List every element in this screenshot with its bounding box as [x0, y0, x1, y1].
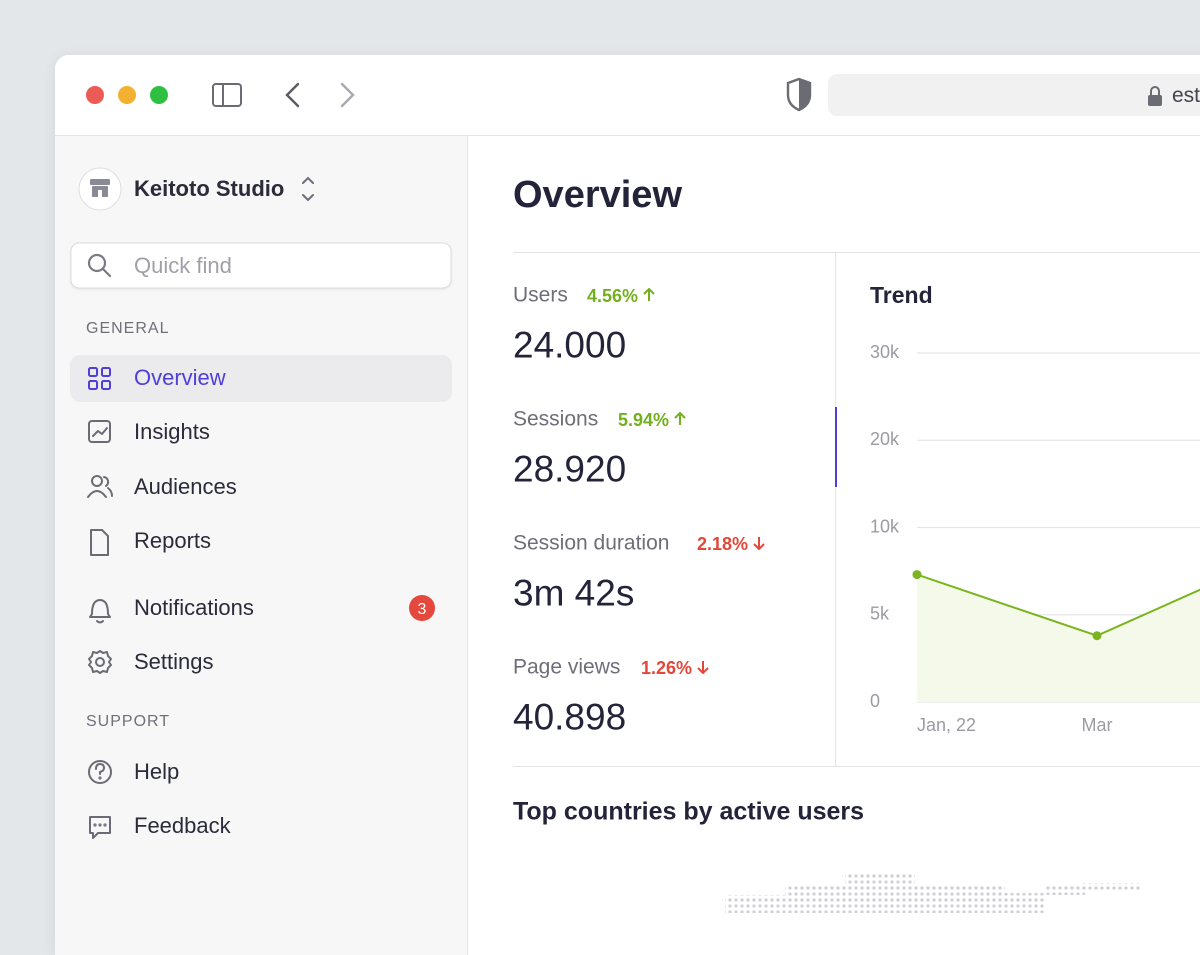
stat-label[interactable]: Users [513, 283, 568, 307]
shield-fill [799, 79, 810, 110]
forward-button[interactable] [340, 82, 355, 108]
active-nav-highlight [70, 355, 452, 402]
map-dots [1045, 883, 1140, 895]
change-text: 2.18% [697, 534, 749, 554]
divider [513, 252, 1200, 253]
store-door [98, 190, 102, 197]
section-heading: SUPPORT [86, 713, 171, 730]
reports-icon [90, 529, 109, 556]
nav-item[interactable]: Audiences [134, 474, 237, 499]
nav-item[interactable]: Reports [134, 528, 212, 553]
change-text: 5.94% [618, 410, 670, 430]
insights-icon [88, 420, 111, 443]
maximize-button[interactable] [150, 86, 168, 104]
down-arrow [697, 661, 709, 675]
up-arrow [643, 287, 655, 301]
stat-value: 3m 42s [513, 572, 635, 614]
section-heading: GENERAL [86, 320, 170, 337]
close-button[interactable] [86, 86, 104, 104]
y-tick-label: 20k [870, 429, 900, 449]
stat-change: 4.56% [587, 287, 655, 305]
down-arrow [753, 537, 765, 551]
trend-chart: Trend 0 5k 10k 20k 30k Jan, 22 Mar [870, 282, 1200, 735]
browser-window: est 3 [55, 55, 1200, 955]
search-icon-handle [101, 267, 112, 278]
point [1092, 631, 1102, 641]
settings-icon [88, 650, 112, 674]
change-text: 1.26% [641, 658, 693, 678]
nav-item[interactable]: Overview [134, 365, 226, 390]
search-placeholder[interactable]: Quick find [134, 253, 232, 278]
notification-badge [409, 595, 435, 621]
sidebar-toggle[interactable] [212, 83, 242, 107]
back-button[interactable] [285, 82, 300, 108]
nav-item[interactable]: Help [134, 759, 180, 784]
audiences-icon [87, 475, 113, 498]
divider [513, 766, 1200, 767]
selected-indicator [835, 407, 837, 487]
stat-change: 1.26% [641, 659, 709, 677]
badge-count: 3 [418, 601, 427, 618]
up-arrow [674, 411, 686, 425]
page-title: Overview [513, 174, 682, 216]
sidebar: 3 Keitoto Studio Quick find GENERAL Over… [55, 136, 468, 955]
x-tick-label: Jan, 22 [917, 715, 976, 735]
stat-value: 28.920 [513, 448, 627, 490]
stat-label[interactable]: Sessions [513, 407, 599, 431]
search-box[interactable] [70, 242, 452, 289]
feedback-icon [89, 816, 111, 839]
stat-change: 5.94% [618, 411, 686, 429]
workspace-switcher[interactable] [302, 176, 314, 202]
minimize-button[interactable] [118, 86, 136, 104]
url-text: est [1172, 84, 1200, 107]
notifications-icon [89, 599, 111, 624]
y-tick-label: 30k [870, 342, 900, 362]
stat-value: 40.898 [513, 696, 627, 738]
title-bar: est [55, 55, 1200, 136]
lock-shackle [1150, 86, 1160, 95]
lock-icon [1148, 95, 1162, 106]
overview-icon [88, 367, 111, 390]
change-text: 4.56% [587, 286, 639, 306]
stat-value: 24.000 [513, 324, 627, 366]
screen: est 3 [55, 55, 1200, 955]
search-icon [87, 253, 107, 273]
address-bar[interactable] [828, 74, 1200, 116]
help-icon [88, 760, 112, 784]
nav-item[interactable]: Settings [134, 649, 214, 674]
y-tick-label: 10k [870, 516, 900, 536]
workspace-name[interactable]: Keitoto Studio [134, 176, 285, 201]
x-tick-label: Mar [1082, 715, 1113, 735]
nav-item[interactable]: Feedback [134, 813, 231, 838]
stat-label[interactable]: Page views [513, 655, 621, 679]
divider [835, 252, 836, 766]
chart-title: Trend [870, 282, 933, 308]
page: Overview {"browser": {"url": "est"}, "si… [55, 55, 1200, 955]
stat-change: 2.18% [697, 535, 765, 553]
y-tick-label: 5k [870, 604, 890, 624]
stat-label[interactable]: Session duration [513, 531, 670, 555]
nav-item[interactable]: Insights [134, 419, 210, 444]
area [917, 574, 1200, 702]
sidebar-graphics: 3 [70, 167, 452, 839]
section-title: Top countries by active users [513, 797, 865, 826]
y-tick-label: 0 [870, 691, 880, 711]
nav-item[interactable]: Notifications [134, 595, 254, 620]
toolbar-icons: est [86, 74, 1200, 116]
point [912, 570, 922, 580]
